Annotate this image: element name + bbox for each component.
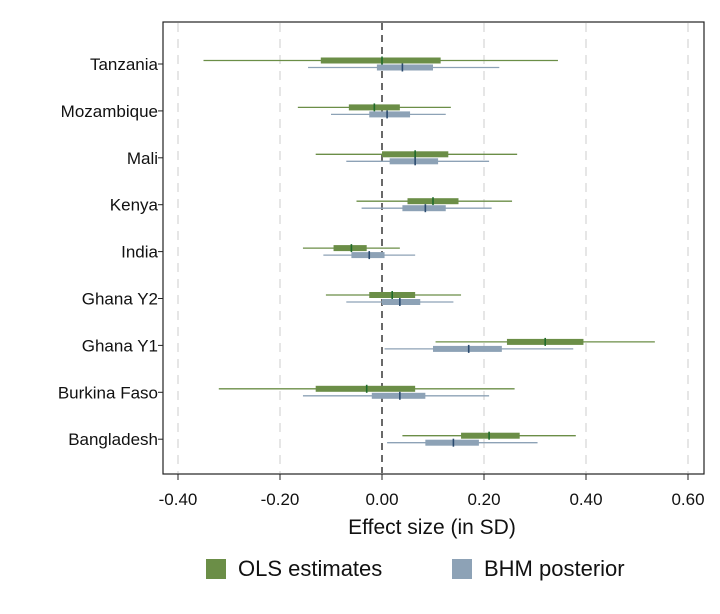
legend-label-bhm: BHM posterior	[484, 556, 625, 581]
legend-swatch-ols	[206, 559, 226, 579]
plot-frame	[162, 21, 705, 475]
x-tick-label-3: 0.20	[467, 490, 500, 509]
box-bhm-6	[433, 345, 502, 352]
x-tick-label-4: 0.40	[569, 490, 602, 509]
y-label-7: Burkina Faso	[58, 383, 158, 402]
legend-label-ols: OLS estimates	[238, 556, 383, 581]
x-tick-label-2: 0.00	[365, 490, 398, 509]
legend-item-bhm: BHM posterior	[452, 556, 625, 582]
box-ols-0	[320, 57, 441, 64]
x-tick-label-1: -0.20	[261, 490, 300, 509]
x-tick-label-0: -0.40	[159, 490, 198, 509]
x-axis-label: Effect size (in SD)	[348, 516, 516, 539]
y-label-3: Kenya	[110, 196, 159, 215]
box-bhm-4	[351, 252, 385, 259]
y-label-6: Ghana Y1	[82, 336, 158, 355]
forest-plot: Tanzania Mozambique Mali Kenya India Ghana Y2…	[58, 21, 705, 539]
y-label-5: Ghana Y2	[82, 290, 158, 309]
box-bhm-0	[376, 64, 433, 71]
legend: OLS estimates BHM posterior	[0, 556, 720, 596]
y-label-8: Bangladesh	[68, 430, 158, 449]
y-label-2: Mali	[127, 149, 158, 168]
box-bhm-5	[382, 299, 421, 305]
box-bhm-1	[369, 111, 411, 118]
box-ols-4	[333, 245, 367, 252]
legend-swatch-bhm	[452, 559, 472, 579]
y-label-4: India	[121, 243, 158, 262]
box-bhm-3	[402, 205, 446, 212]
box-bhm-7	[371, 392, 426, 399]
legend-item-ols: OLS estimates	[206, 556, 382, 582]
x-tick-label-5: 0.60	[671, 490, 704, 509]
box-ols-7	[315, 385, 416, 392]
box-bhm-8	[425, 439, 479, 446]
y-label-0: Tanzania	[90, 55, 159, 74]
box-bhm-2	[389, 158, 439, 165]
box-ols-8	[461, 432, 520, 439]
y-label-1: Mozambique	[61, 102, 158, 121]
